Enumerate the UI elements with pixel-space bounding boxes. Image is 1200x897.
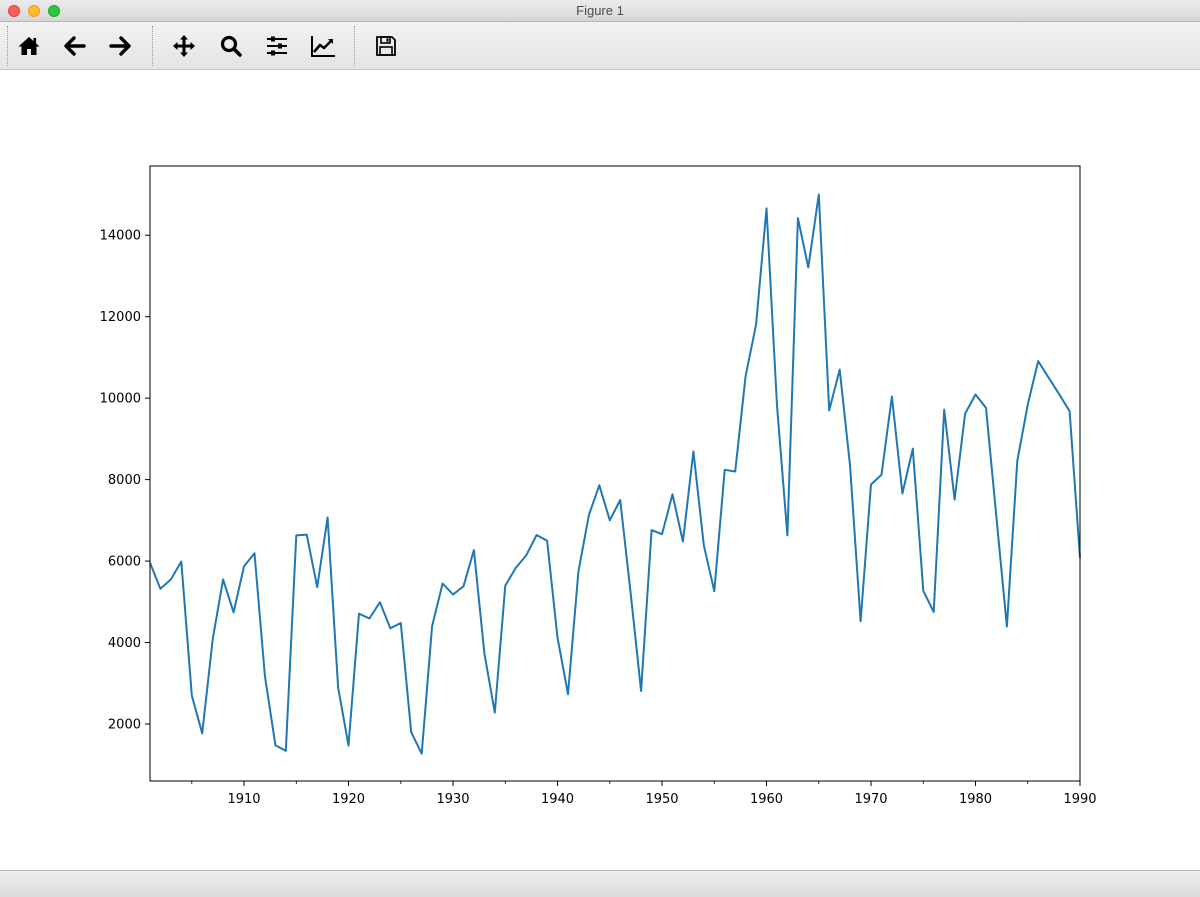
arrow-right-icon [109, 36, 131, 56]
toolbar-separator [152, 26, 153, 66]
y-tick-label: 8000 [108, 473, 141, 488]
figure-canvas[interactable]: 2000 4000 6000 8000 10000 12000 14000 1910 1920 1… [0, 70, 1200, 870]
x-tick-label: 1940 [541, 792, 574, 807]
x-tick-label: 1960 [750, 792, 783, 807]
y-tick-label: 10000 [100, 392, 141, 407]
close-window-button[interactable] [8, 5, 20, 17]
zoom-button[interactable] [217, 32, 245, 60]
y-tick-label: 6000 [108, 555, 141, 570]
status-bar [0, 870, 1200, 897]
x-tick-label: 1970 [854, 792, 887, 807]
y-tick-label: 4000 [108, 636, 141, 651]
x-tick-label: 1950 [645, 792, 678, 807]
toolbar-grip [7, 26, 8, 66]
home-button[interactable] [15, 32, 43, 60]
minimize-window-button[interactable] [28, 5, 40, 17]
x-tick-label: 1930 [436, 792, 469, 807]
series-line [149, 193, 1081, 755]
maximize-window-button[interactable] [48, 5, 60, 17]
x-tick-label: 1920 [332, 792, 365, 807]
toolbar-separator [354, 26, 355, 66]
forward-button[interactable] [106, 32, 134, 60]
configure-subplots-button[interactable] [263, 32, 291, 60]
edit-axes-button[interactable] [309, 32, 337, 60]
window-titlebar: Figure 1 [0, 0, 1200, 22]
floppy-disk-icon [376, 36, 396, 56]
y-tick-label: 14000 [100, 229, 141, 244]
x-tick-label: 1990 [1063, 792, 1096, 807]
y-tick-label: 2000 [108, 717, 141, 732]
x-tick-label: 1980 [959, 792, 992, 807]
line-chart-icon [311, 36, 335, 57]
x-tick-label: 1910 [227, 792, 260, 807]
pan-button[interactable] [170, 32, 198, 60]
line-chart[interactable]: 2000 4000 6000 8000 10000 12000 14000 1910 1920 1… [0, 70, 1200, 870]
window-title: Figure 1 [576, 3, 624, 18]
axes-frame [149, 165, 1081, 782]
magnifier-icon [220, 35, 242, 57]
navigation-toolbar [0, 22, 1200, 70]
back-button[interactable] [61, 32, 89, 60]
move-icon [173, 35, 195, 57]
sliders-icon [267, 36, 287, 56]
save-button[interactable] [372, 32, 400, 60]
y-tick-label: 12000 [100, 310, 141, 325]
arrow-left-icon [64, 36, 86, 56]
home-icon [18, 37, 40, 55]
